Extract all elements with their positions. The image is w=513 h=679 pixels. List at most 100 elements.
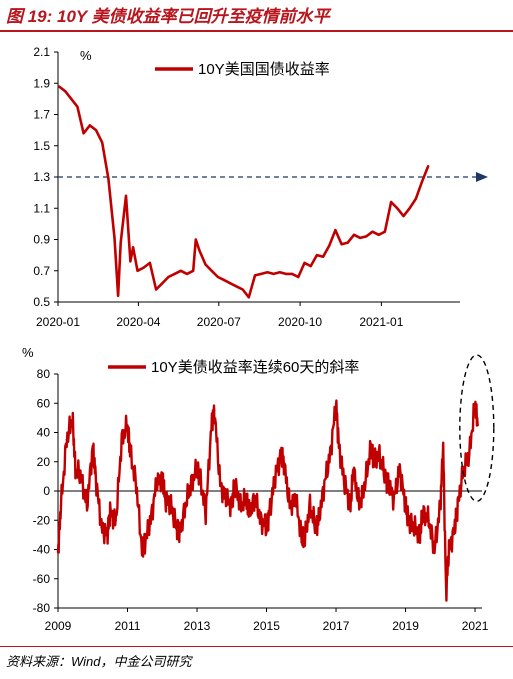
chart2-x-tick-label: 2011 xyxy=(115,619,141,633)
title-rule xyxy=(0,30,513,32)
chart1-data-point xyxy=(303,261,306,264)
chart2-data-point xyxy=(387,482,390,485)
chart1-data-point xyxy=(352,233,356,236)
chart1-data-point xyxy=(328,244,331,247)
chart2-data-point xyxy=(453,526,456,529)
chart1-data-point xyxy=(377,233,380,236)
chart1-data-point xyxy=(253,274,257,277)
chart1-data-point xyxy=(402,215,405,218)
chart2-data-point xyxy=(294,497,297,500)
chart2-data-point xyxy=(161,475,164,478)
chart2-data-point xyxy=(418,533,422,537)
chart2-y-tick-label: -80 xyxy=(33,601,51,615)
chart2-y-tick-label: -60 xyxy=(33,572,51,586)
chart2-data-point xyxy=(343,482,346,485)
chart2-data-point xyxy=(178,533,181,537)
chart2-data-point xyxy=(106,533,109,537)
chart2-series-line xyxy=(56,399,479,602)
chart2-data-point xyxy=(59,504,63,507)
chart2-data-point xyxy=(239,504,242,507)
chart2-data-point xyxy=(109,511,112,514)
chart1-y-tick-label: 0.7 xyxy=(33,264,50,278)
chart1-data-point xyxy=(155,288,158,291)
chart1-x-tick-label: 2020-01 xyxy=(36,315,80,329)
chart2-data-point xyxy=(135,482,138,485)
chart2-highlight-ellipse xyxy=(459,354,495,502)
chart2-data-point xyxy=(473,402,477,405)
chart2-y-ticks: -80 -60 -40 -20 0 20 40 60 80 xyxy=(33,367,58,615)
chart2-data-point xyxy=(378,453,381,456)
chart1-data-point xyxy=(365,235,368,238)
chart2-data-point xyxy=(126,424,129,427)
chart1-data-point xyxy=(210,269,213,272)
chart1-data-point xyxy=(88,124,91,127)
chart2-data-point xyxy=(169,504,173,507)
chart2-data-point xyxy=(323,482,326,485)
chart1-data-point xyxy=(223,279,226,282)
chart2-y-tick-label: 40 xyxy=(37,426,51,440)
chart2-data-point xyxy=(259,519,262,522)
chart1-data-point xyxy=(235,285,238,288)
chart2-data-point xyxy=(407,519,410,522)
chart1-data-point xyxy=(107,177,110,180)
chart1-data-point xyxy=(297,275,300,279)
chart2-data-point xyxy=(384,475,387,478)
chart1-y-ticks: 0.5 0.7 0.9 1.1 1.3 1.5 1.7 1.9 2.1 xyxy=(33,45,58,309)
chart1-data-point xyxy=(167,275,170,279)
chart1-data-point xyxy=(136,269,139,272)
chart2-data-point xyxy=(155,482,158,485)
chart2-data-point xyxy=(413,526,416,529)
chart2-x-tick-label: 2017 xyxy=(323,619,350,633)
chart1-data-point xyxy=(185,272,189,275)
chart2-data-point xyxy=(288,504,291,507)
chart2-data-point xyxy=(303,541,306,544)
chart2-x-tick-label: 2019 xyxy=(392,619,419,633)
chart1-y-tick-label: 1.1 xyxy=(33,201,50,215)
chart1-y-tick-label: 0.9 xyxy=(33,233,50,247)
chart2-data-point xyxy=(230,504,233,507)
chart1-data-point xyxy=(247,296,250,299)
chart2-data-point xyxy=(334,402,338,405)
chart2-data-point xyxy=(213,409,216,412)
chart1-y-tick-label: 1.7 xyxy=(33,108,50,122)
chart2-data-point xyxy=(248,511,251,514)
chart2-data-point xyxy=(329,453,332,456)
chart2-data-point xyxy=(85,504,89,507)
chart1-data-point xyxy=(64,90,67,93)
chart2-y-tick-label: 80 xyxy=(37,367,51,381)
chart1-data-point xyxy=(119,241,122,244)
chart1-data-point xyxy=(70,97,73,100)
chart2-data-point xyxy=(219,482,222,485)
chart2-data-point xyxy=(456,504,459,507)
chart2-data-point xyxy=(204,511,207,514)
figure-title: 图 19: 10Y 美债收益率已回升至疫情前水平 xyxy=(6,7,330,26)
chart2-data-point xyxy=(265,526,268,529)
chart2-data-point xyxy=(120,438,123,441)
chart1-data-point xyxy=(420,180,424,183)
chart2-data-point xyxy=(279,453,283,456)
chart1-x-ticks: 2020-01 2020-04 2020-07 2020-10 2021-01 xyxy=(36,302,404,329)
chart1-data-point xyxy=(266,271,269,274)
chart1-y-tick-label: 1.3 xyxy=(33,170,50,184)
chart2-data-point xyxy=(433,548,436,551)
chart2-data-point xyxy=(164,497,167,500)
chart1-data-point xyxy=(57,85,61,88)
chart2-data-point xyxy=(337,446,340,449)
chart1-reference-arrow xyxy=(476,172,488,182)
chart2-data-point xyxy=(398,468,401,471)
chart2-data-point xyxy=(210,424,213,427)
chart2-data-point xyxy=(233,482,236,485)
chart1-data-point xyxy=(315,254,318,257)
chart1-data-point xyxy=(101,141,104,144)
chart2-x-tick-label: 2021 xyxy=(462,619,489,633)
chart1-data-point xyxy=(241,288,244,291)
chart1-legend-label: 10Y美国国债收益率 xyxy=(198,61,330,78)
chart1-data-point xyxy=(198,249,201,252)
chart1-data-point xyxy=(94,129,98,132)
chart2-x-ticks: 2009 2011 2013 2015 2017 2019 2021 xyxy=(45,608,489,633)
chart2-data-point xyxy=(253,497,256,500)
chart1-data-point xyxy=(359,236,362,239)
chart2-y-tick-label: 0 xyxy=(43,484,50,498)
